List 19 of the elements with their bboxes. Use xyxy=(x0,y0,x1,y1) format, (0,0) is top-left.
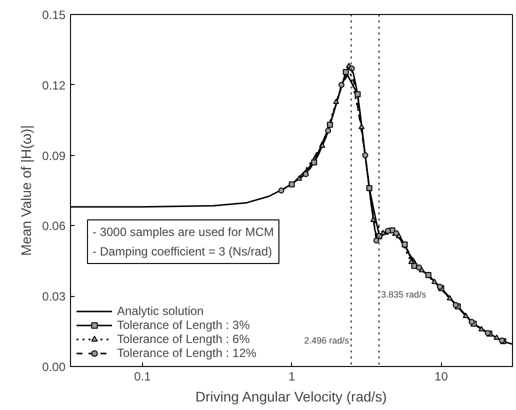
ref-line-label: 3.835 rad/s xyxy=(381,290,427,300)
legend-label: Tolerance of Length : 3% xyxy=(117,318,250,332)
annotation: - 3000 samples are used for MCM xyxy=(92,224,274,239)
y-axis-title: Mean Value of |H(ω)| xyxy=(18,125,34,256)
x-tick-label: 1 xyxy=(288,370,296,384)
ref-line-label: 2.496 rad/s xyxy=(304,335,350,346)
x-tick-label: 0.1 xyxy=(134,370,152,384)
annotation: - Damping coefficient = 3 (Ns/rad) xyxy=(92,244,272,258)
y-tick-label: 0.15 xyxy=(42,8,66,22)
legend-label: Analytic solution xyxy=(117,304,204,318)
x-axis-title: Driving Angular Velocity (rad/s) xyxy=(195,388,387,404)
y-tick-label: 0.03 xyxy=(42,290,66,304)
y-tick-label: 0.12 xyxy=(42,78,66,92)
y-tick-label: 0.09 xyxy=(42,148,66,163)
legend-label: Tolerance of Length : 12% xyxy=(117,346,256,360)
y-tick-label: 0.06 xyxy=(42,219,66,234)
x-tick-label: 10 xyxy=(434,370,448,384)
y-tick-label: 0.00 xyxy=(42,360,66,374)
legend-label: Tolerance of Length : 6% xyxy=(117,332,250,346)
